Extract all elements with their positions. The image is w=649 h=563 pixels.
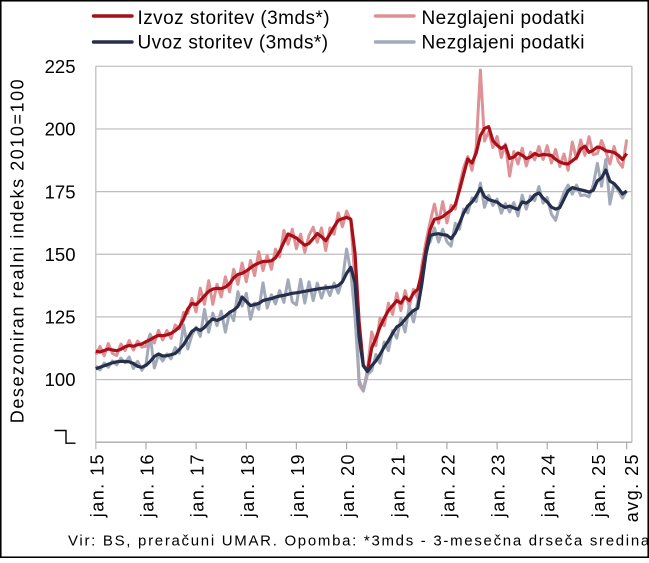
svg-text:150: 150 bbox=[45, 244, 76, 265]
svg-text:Desezoniran realni indeks 2010: Desezoniran realni indeks 2010=100 bbox=[8, 78, 28, 423]
svg-text:jan. 18: jan. 18 bbox=[238, 453, 258, 518]
svg-text:jan. 23: jan. 23 bbox=[489, 453, 509, 518]
svg-text:jan. 16: jan. 16 bbox=[138, 453, 158, 518]
svg-text:Izvoz storitev (3mds*): Izvoz storitev (3mds*) bbox=[138, 8, 331, 29]
svg-text:225: 225 bbox=[45, 56, 76, 77]
svg-text:100: 100 bbox=[45, 369, 76, 390]
svg-text:Vir: BS, preračuni UMAR. Opomb: Vir: BS, preračuni UMAR. Opomba: *3mds -… bbox=[68, 533, 649, 550]
svg-text:125: 125 bbox=[45, 307, 76, 328]
svg-text:jan. 24: jan. 24 bbox=[539, 453, 559, 518]
svg-text:jan. 19: jan. 19 bbox=[288, 453, 308, 518]
svg-text:jan. 17: jan. 17 bbox=[188, 453, 208, 518]
svg-text:175: 175 bbox=[45, 181, 76, 202]
svg-text:jan. 15: jan. 15 bbox=[87, 453, 107, 518]
svg-text:avg. 25: avg. 25 bbox=[622, 453, 642, 522]
svg-text:jan. 25: jan. 25 bbox=[589, 453, 609, 518]
svg-text:Nezglajeni podatki: Nezglajeni podatki bbox=[422, 33, 585, 54]
svg-text:200: 200 bbox=[45, 119, 76, 140]
svg-text:jan. 20: jan. 20 bbox=[338, 453, 358, 518]
svg-text:jan. 21: jan. 21 bbox=[388, 453, 408, 518]
svg-text:Uvoz storitev (3mds*): Uvoz storitev (3mds*) bbox=[138, 33, 329, 54]
svg-text:jan. 22: jan. 22 bbox=[438, 453, 458, 518]
svg-text:Nezglajeni podatki: Nezglajeni podatki bbox=[422, 8, 585, 29]
